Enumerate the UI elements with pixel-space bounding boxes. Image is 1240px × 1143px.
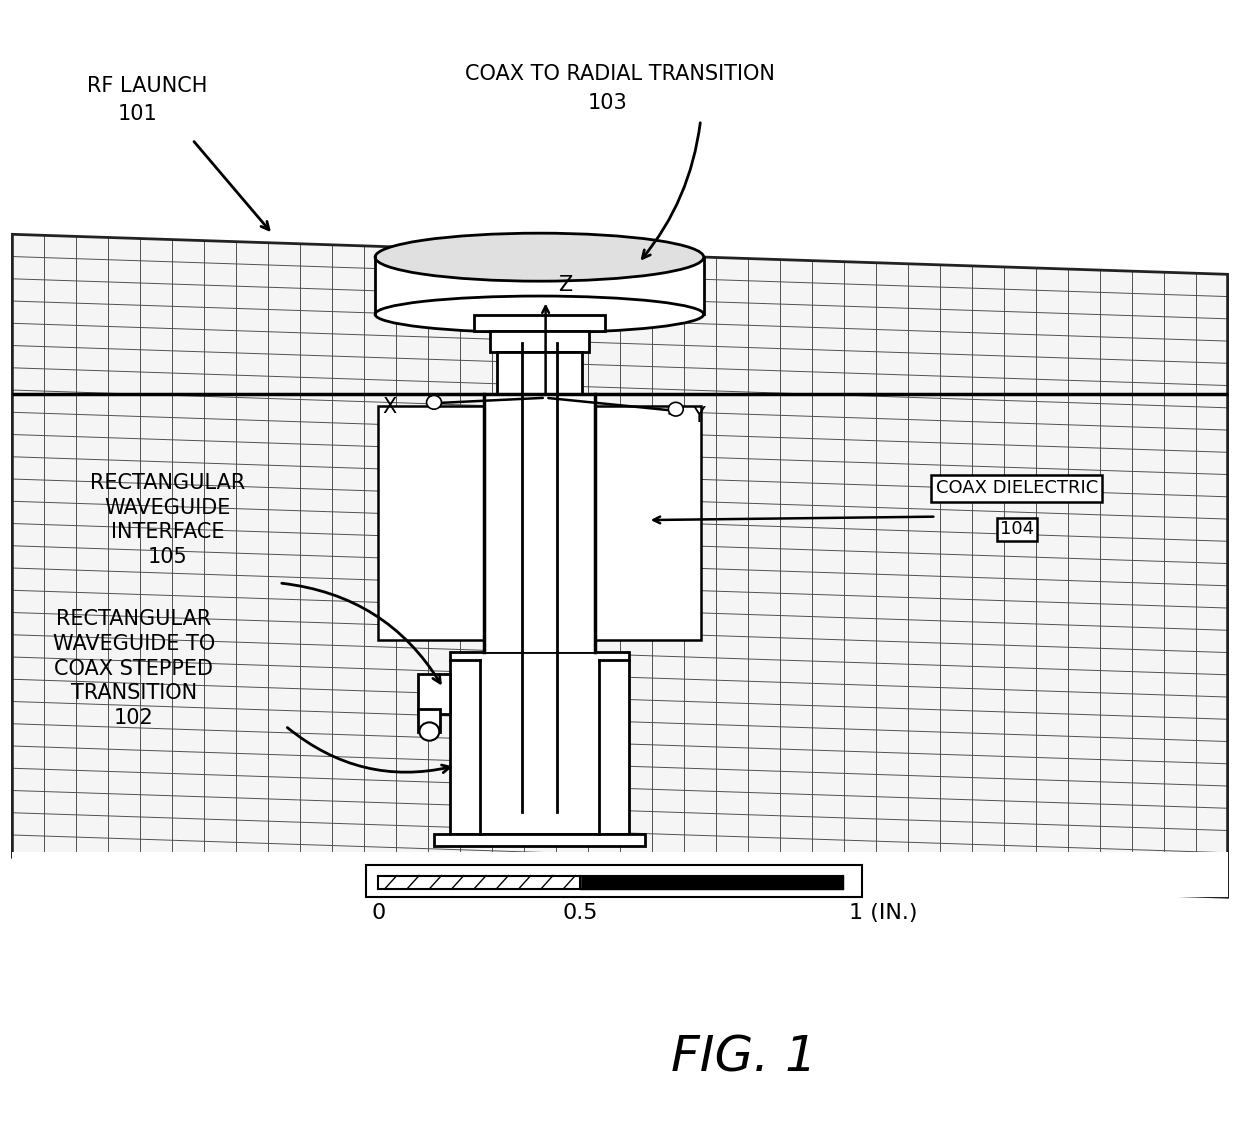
Text: 0.5: 0.5: [563, 903, 598, 922]
Bar: [418, 674, 449, 714]
Bar: [434, 834, 645, 846]
Bar: [366, 865, 862, 897]
Bar: [484, 394, 595, 652]
Bar: [595, 406, 701, 640]
Bar: [12, 852, 1228, 897]
Text: 0: 0: [371, 903, 386, 922]
Ellipse shape: [374, 233, 704, 281]
Text: COAX DIELECTRIC: COAX DIELECTRIC: [936, 479, 1097, 497]
Text: RF LAUNCH: RF LAUNCH: [87, 75, 207, 96]
Bar: [490, 331, 589, 352]
Text: X: X: [383, 397, 397, 417]
Text: 104: 104: [999, 520, 1034, 538]
Circle shape: [427, 395, 441, 409]
Polygon shape: [12, 234, 1228, 897]
Text: 1 (IN.): 1 (IN.): [849, 903, 918, 922]
Bar: [418, 709, 440, 732]
Bar: [474, 315, 605, 331]
Text: FIG. 1: FIG. 1: [671, 1033, 817, 1081]
Text: RECTANGULAR
WAVEGUIDE TO
COAX STEPPED
TRANSITION
102: RECTANGULAR WAVEGUIDE TO COAX STEPPED TR…: [53, 609, 215, 728]
Text: 101: 101: [118, 104, 157, 125]
Text: 103: 103: [588, 93, 627, 113]
Bar: [497, 352, 582, 469]
Bar: [449, 652, 629, 834]
Text: COAX TO RADIAL TRANSITION: COAX TO RADIAL TRANSITION: [465, 64, 775, 85]
Bar: [378, 406, 484, 640]
Text: Y: Y: [692, 406, 704, 426]
Circle shape: [668, 402, 683, 416]
Ellipse shape: [374, 296, 704, 333]
Circle shape: [419, 722, 439, 741]
Bar: [374, 257, 704, 314]
Text: RECTANGULAR
WAVEGUIDE
INTERFACE
105: RECTANGULAR WAVEGUIDE INTERFACE 105: [89, 473, 246, 567]
Text: Z: Z: [558, 275, 572, 295]
